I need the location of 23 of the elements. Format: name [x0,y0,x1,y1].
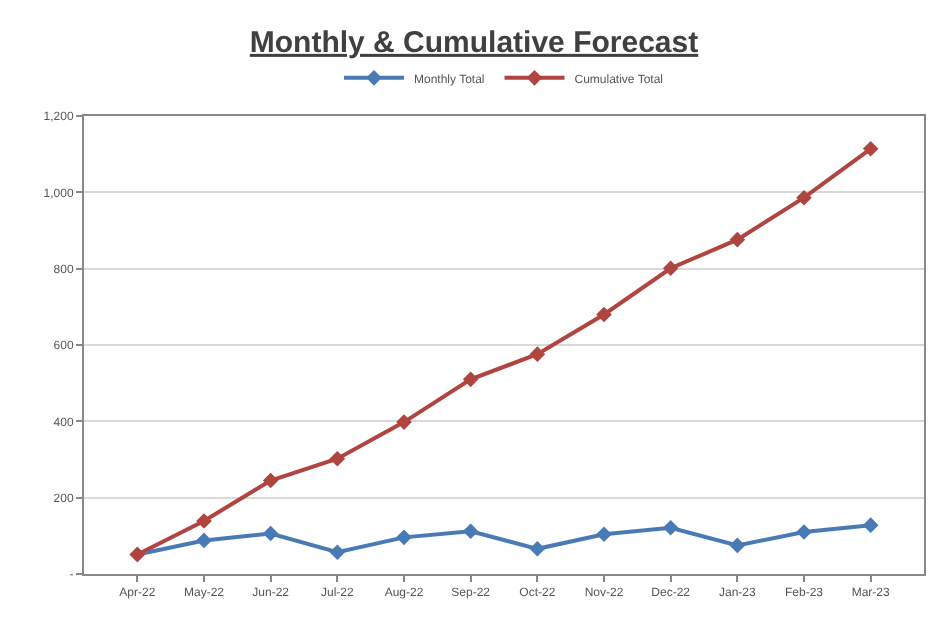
point [729,231,746,248]
point [529,346,546,362]
point [596,526,612,543]
point [462,523,479,540]
point [729,537,746,554]
point [662,260,679,277]
point [396,414,412,430]
chart-title: Monthly & Cumulative Forecast [249,25,699,60]
point [329,544,346,561]
point [329,450,346,467]
point [862,141,879,157]
point [196,513,212,529]
point [262,525,279,542]
point [596,306,612,323]
point [796,189,812,206]
point [262,472,279,489]
point [796,524,812,540]
point [862,517,879,533]
point [529,541,546,557]
point [396,529,412,546]
point [196,532,212,549]
point [462,371,479,388]
point [662,520,679,536]
